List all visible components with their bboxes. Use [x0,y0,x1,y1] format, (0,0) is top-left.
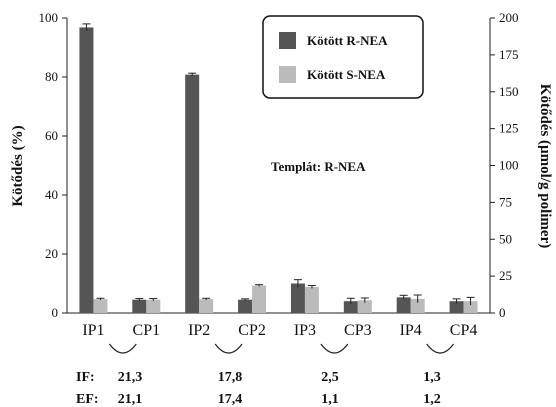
right-axis-ticks: 0 25 50 75 100 125 150 175 200 [490,10,519,320]
pair-bracket [426,343,455,354]
bar-cp4-r-nea [449,301,464,313]
category-label: CP1 [133,322,161,339]
bar-cp2-r-nea [238,299,253,313]
right-y-axis-title: Kötődés (µmol/g polimer) [537,84,553,248]
if-value-3: 2,5 [321,370,339,385]
right-tick-label: 175 [499,47,519,62]
right-tick-label: 50 [499,231,512,246]
bar-cp3-s-nea [357,300,372,313]
bar-ip3-r-nea [290,283,305,313]
pair-bracket [214,343,243,354]
left-tick-label: 20 [45,246,58,261]
bar-ip3-s-nea [304,287,319,313]
left-tick-label: 100 [39,10,59,25]
bar-ip4-s-nea [410,298,425,313]
pair-bracket [320,343,349,354]
left-tick-label: 80 [45,69,58,84]
right-tick-label: 125 [499,121,519,136]
left-axis-ticks: 0 20 40 60 80 100 [39,10,67,320]
right-tick-label: 75 [499,194,512,209]
if-value-4: 1,3 [423,370,441,385]
bar-ip1-r-nea [79,27,94,313]
ef-value-4: 1,2 [423,392,441,407]
left-y-axis-title: Kötődés (%) [10,125,26,206]
legend-box [262,15,424,99]
category-label: CP4 [450,322,478,339]
category-label: CP3 [344,322,372,339]
right-tick-label: 150 [499,84,519,99]
category-label: IP4 [400,322,422,339]
if-value-1: 21,3 [118,370,143,385]
ef-value-2: 17,4 [218,392,243,407]
pair-bracket [108,343,137,354]
bar-cp2-s-nea [252,285,267,313]
right-tick-label: 200 [499,10,519,25]
ef-value-1: 21,1 [118,392,143,407]
right-tick-label: 100 [499,158,519,173]
category-label: IP3 [294,322,316,339]
legend-label-s-nea: Kötött S-NEA [307,67,386,82]
if-value-2: 17,8 [218,370,243,385]
right-tick-label: 0 [499,305,506,320]
legend-swatch-r-nea [279,32,296,49]
ef-value-3: 1,1 [321,392,339,407]
legend-label-r-nea: Kötött R-NEA [307,33,388,48]
left-tick-label: 40 [45,187,58,202]
bar-cp1-s-nea [146,299,161,313]
pair-brackets [108,343,455,354]
category-label: IP2 [188,322,210,339]
category-label: CP2 [238,322,266,339]
legend: Kötött R-NEA Kötött S-NEA [262,15,424,99]
bar-ip2-r-nea [185,74,200,313]
bar-ip1-s-nea [93,299,108,313]
ef-row-label: EF: [76,392,99,407]
template-annotation: Templát: R-NEA [271,159,366,174]
legend-swatch-s-nea [279,66,296,83]
bar-ip4-r-nea [396,297,411,313]
left-tick-label: 0 [52,305,59,320]
category-labels: IP1 CP1 IP2 CP2 IP3 CP3 IP4 CP4 [82,322,477,339]
left-tick-label: 60 [45,128,58,143]
bar-cp1-r-nea [132,299,147,313]
bar-cp4-s-nea [463,301,478,313]
right-tick-label: 25 [499,268,512,283]
bars [79,23,478,313]
if-row-label: IF: [76,370,95,385]
category-label: IP1 [82,322,104,339]
bar-cp3-r-nea [343,301,358,313]
bar-ip2-s-nea [199,299,214,313]
